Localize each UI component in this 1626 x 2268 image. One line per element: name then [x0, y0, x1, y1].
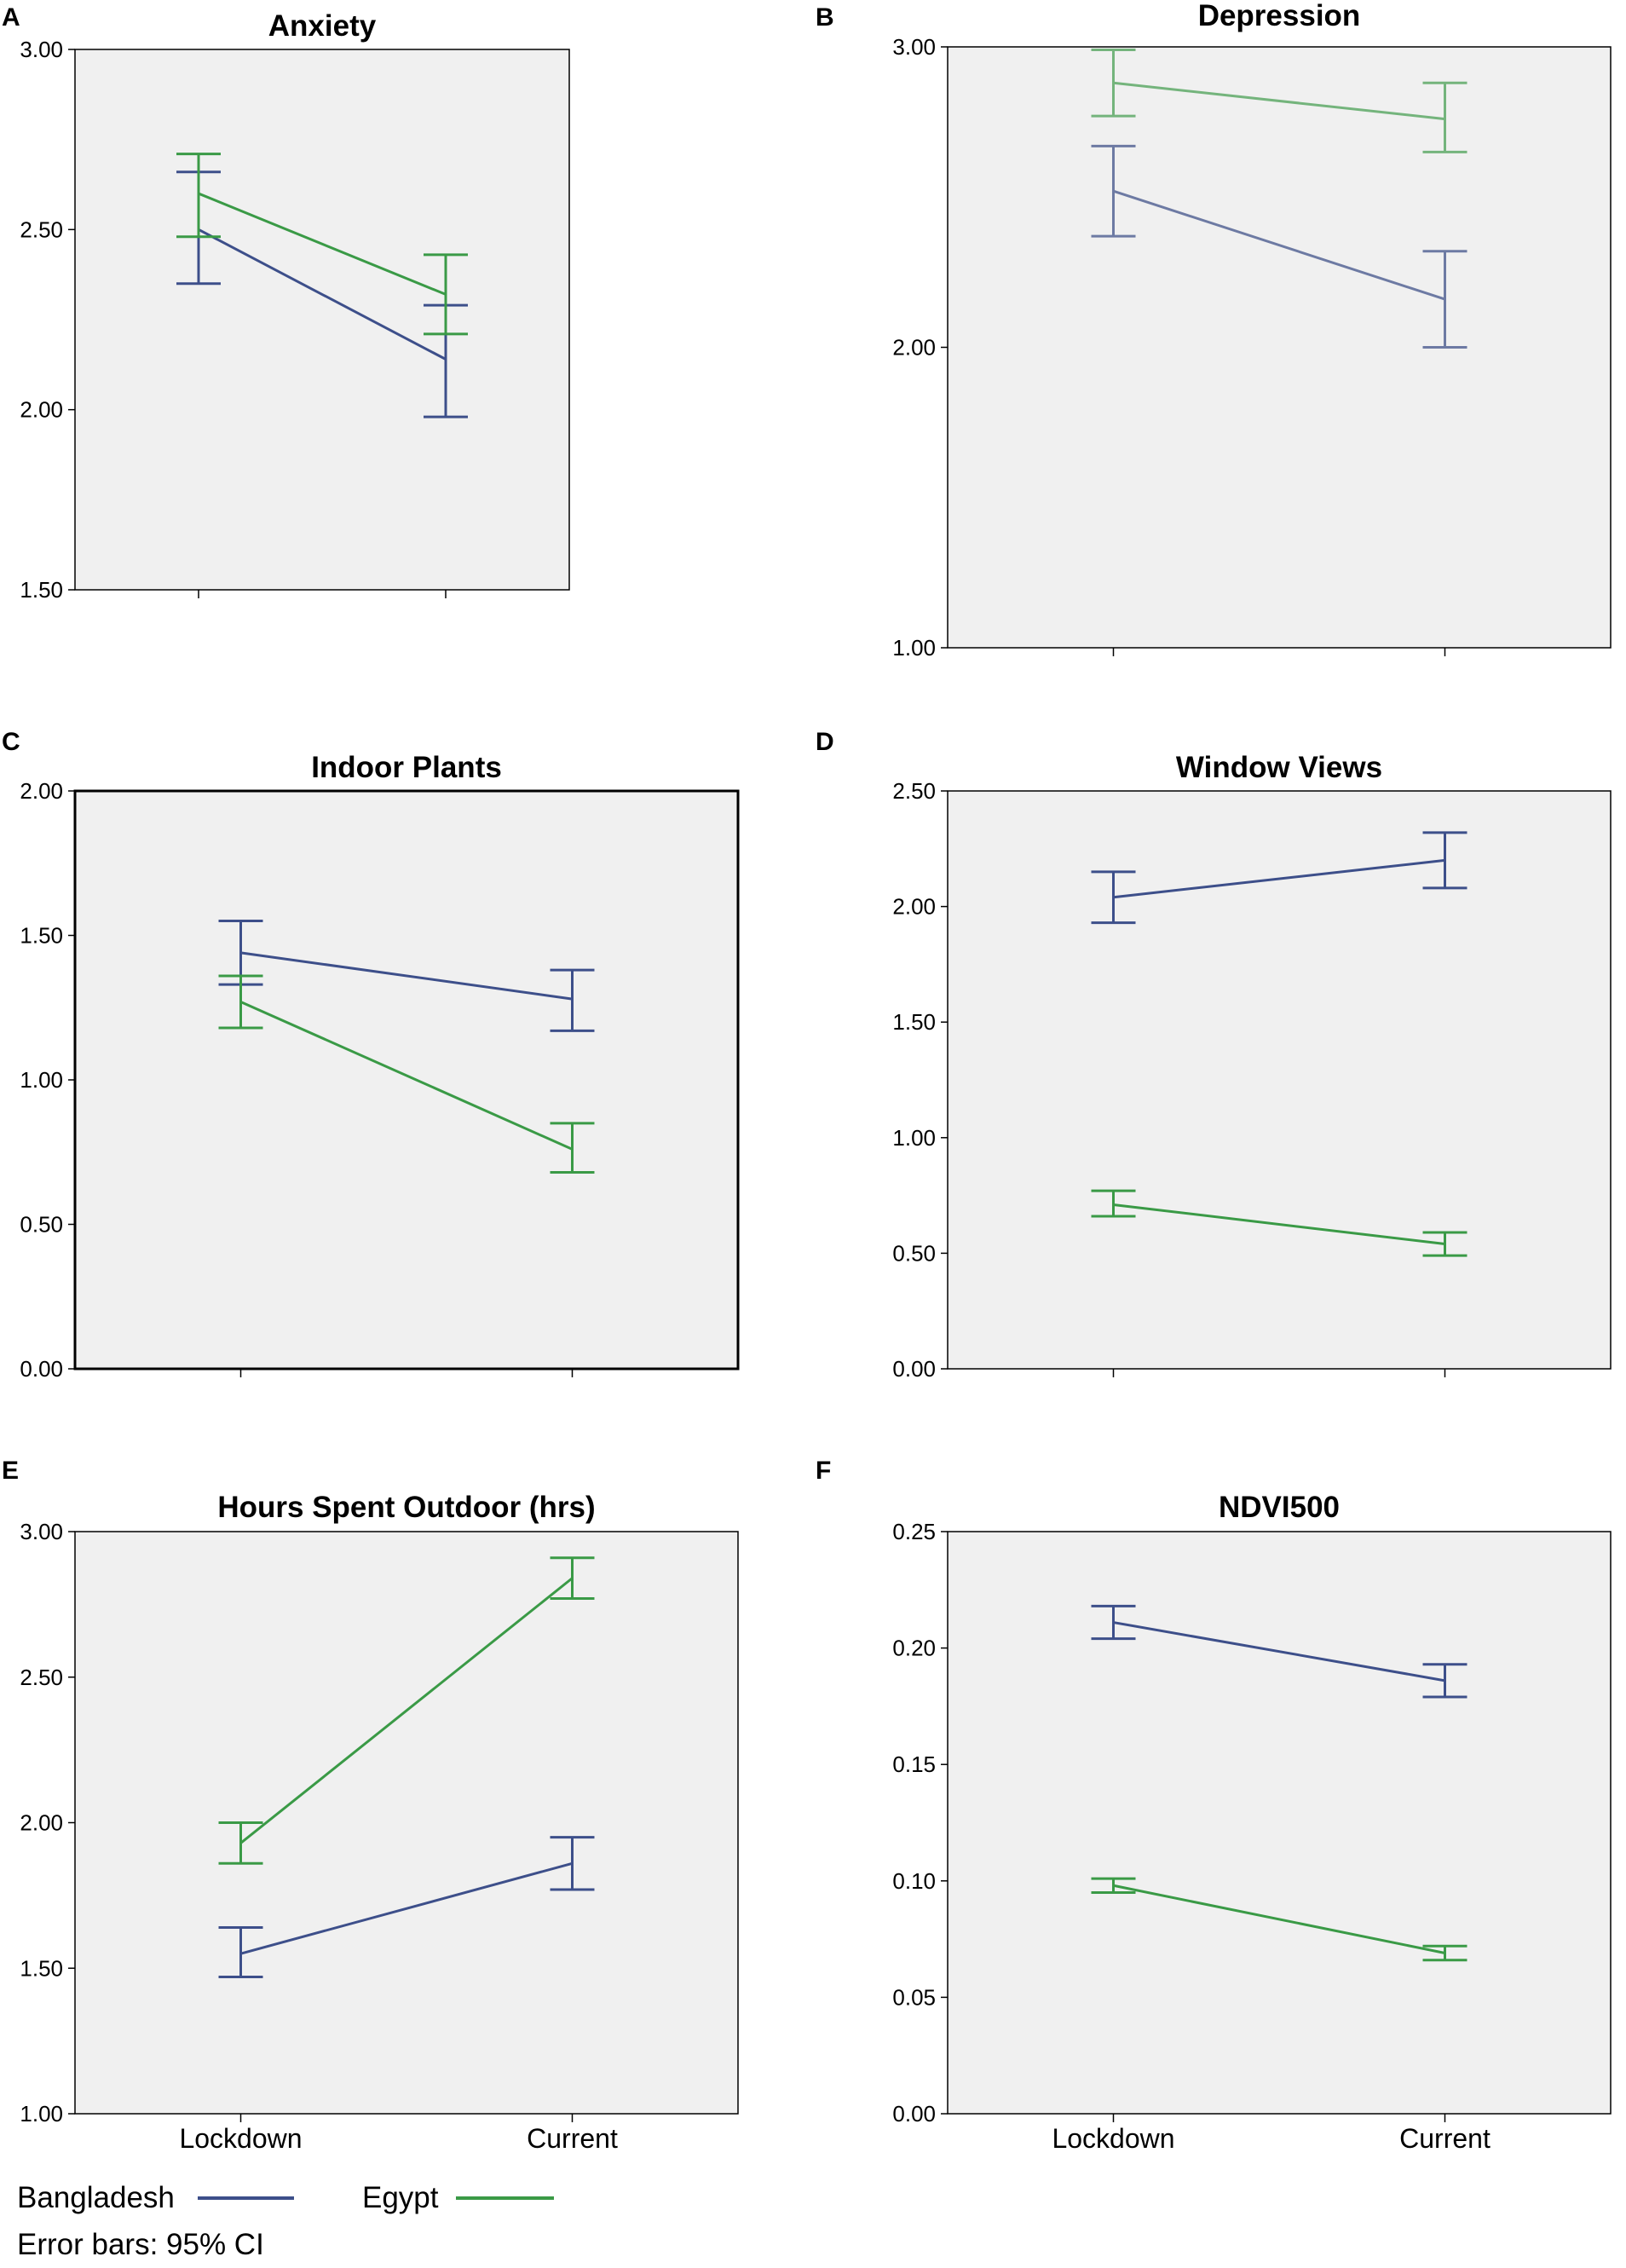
series-egypt — [218, 974, 595, 1174]
panel-title: Indoor Plants — [311, 751, 502, 784]
panel-a: A Anxiety 1.50 2.00 2.50 3.00 — [2, 3, 570, 603]
y-tick-label: 0.15 — [892, 1751, 936, 1777]
plot-area — [947, 46, 1612, 649]
x-tick-label-lockdown: Lockdown — [179, 2123, 302, 2154]
y-tick-label: 3.00 — [20, 37, 63, 62]
series-line-egypt — [239, 1001, 574, 1151]
series-line-bangladesh — [240, 1861, 573, 1955]
y-tick-label: 2.00 — [20, 1810, 63, 1836]
y-tick-label: 2.50 — [20, 1665, 63, 1690]
series-egypt — [1091, 49, 1467, 153]
y-tick-label: 2.00 — [20, 778, 63, 804]
plot-area — [74, 49, 570, 591]
panel-letter: B — [816, 3, 834, 32]
panel-f: F NDVI500 0.00 0.05 0.10 0.15 0.20 0.25 Lockdown… — [816, 1457, 1612, 2154]
series-line-bangladesh — [1113, 189, 1445, 301]
series-line-egypt — [1113, 1884, 1445, 1954]
panel-title: NDVI500 — [1219, 1491, 1340, 1524]
panel-title: Hours Spent Outdoor (hrs) — [217, 1491, 595, 1524]
y-tick-label: 0.20 — [892, 1636, 936, 1661]
y-tick-label: 0.25 — [892, 1519, 936, 1544]
series-bangladesh — [1091, 1604, 1467, 1699]
plot-area — [947, 1531, 1612, 2115]
y-tick-label: 1.50 — [20, 577, 63, 603]
y-tick-label: 2.50 — [20, 216, 63, 242]
series-line-bangladesh — [1113, 858, 1445, 899]
series-line-egypt — [198, 192, 447, 296]
y-tick-label: 2.00 — [892, 894, 936, 920]
y-tick-label: 1.00 — [20, 1067, 63, 1093]
panel-letter: E — [2, 1457, 19, 1485]
y-tick-label: 2.00 — [892, 335, 936, 361]
plot-area — [74, 1531, 739, 2115]
y-tick-label: 0.00 — [892, 2101, 936, 2127]
panel-letter: C — [2, 728, 20, 756]
y-tick-label: 0.50 — [892, 1240, 936, 1266]
x-tick-label-current: Current — [527, 2123, 618, 2154]
panel-letter: A — [2, 3, 20, 32]
y-tick-label: 1.50 — [892, 1009, 936, 1035]
legend-label-bangladesh: Bangladesh — [17, 2181, 175, 2214]
y-tick-label: 2.50 — [892, 778, 936, 804]
panel-letter: F — [816, 1457, 831, 1485]
panel-e: E Hours Spent Outdoor (hrs) 1.00 1.50 2.00 2.… — [2, 1457, 739, 2154]
y-tick-label: 2.00 — [20, 397, 63, 423]
series-egypt — [218, 1556, 595, 1865]
y-tick-label: 1.50 — [20, 1955, 63, 1981]
x-tick-label-lockdown: Lockdown — [1052, 2123, 1174, 2154]
series-bangladesh — [1091, 144, 1467, 349]
plot-area — [947, 790, 1612, 1370]
panel-d: D Window Views 0.00 0.50 1.00 1.50 2.00 2.50 — [816, 728, 1612, 1382]
series-line-egypt — [239, 1577, 574, 1844]
series-line-bangladesh — [198, 228, 447, 361]
panel-c: C Indoor Plants 0.00 0.50 1.00 1.50 2.00 — [2, 728, 740, 1382]
y-tick-label: 0.10 — [892, 1868, 936, 1894]
series-bangladesh — [218, 1836, 595, 1978]
series-egypt — [1091, 1189, 1467, 1257]
series-egypt — [176, 153, 468, 336]
panel-b: B Depression 1.00 2.00 3.00 — [816, 0, 1612, 661]
legend-note: Error bars: 95% CI — [17, 2228, 264, 2261]
y-tick-label: 0.05 — [892, 1984, 936, 2010]
series-bangladesh — [1091, 831, 1467, 925]
panel-title: Window Views — [1176, 751, 1382, 784]
y-tick-label: 1.00 — [892, 1125, 936, 1151]
y-tick-label: 3.00 — [892, 34, 936, 60]
y-tick-label: 0.00 — [20, 1356, 63, 1382]
series-egypt — [1091, 1877, 1467, 1962]
legend-label-egypt: Egypt — [362, 2181, 439, 2214]
y-tick-label: 1.00 — [20, 2101, 63, 2127]
panel-letter: D — [816, 728, 834, 756]
legend: Bangladesh Egypt Error bars: 95% CI — [17, 2181, 554, 2261]
series-line-bangladesh — [1113, 1621, 1445, 1682]
x-tick-label-current: Current — [1399, 2123, 1490, 2154]
y-tick-label: 0.00 — [892, 1356, 936, 1382]
y-tick-label: 0.50 — [20, 1212, 63, 1238]
series-line-egypt — [1113, 1203, 1445, 1246]
panel-title: Anxiety — [268, 9, 377, 43]
y-tick-label: 1.50 — [20, 923, 63, 949]
plot-area — [73, 789, 740, 1371]
panel-title: Depression — [1198, 0, 1361, 32]
series-line-bangladesh — [240, 951, 573, 1001]
y-tick-label: 1.00 — [892, 635, 936, 661]
y-tick-label: 3.00 — [20, 1519, 63, 1544]
series-line-egypt — [1113, 81, 1445, 121]
